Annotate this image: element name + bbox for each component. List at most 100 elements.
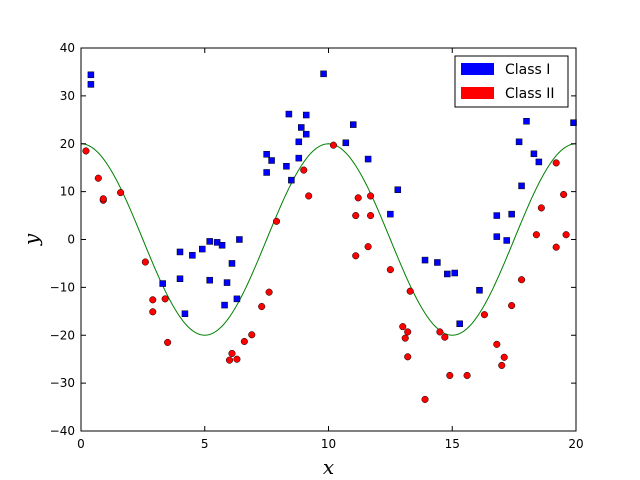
y-tick-label: 20 bbox=[60, 137, 75, 151]
class-ii-point bbox=[265, 288, 273, 296]
class-ii-point bbox=[508, 302, 516, 310]
class-i-point bbox=[444, 270, 451, 278]
class-ii-point bbox=[562, 231, 570, 239]
y-tick-label: −30 bbox=[50, 376, 75, 390]
class-ii-point bbox=[329, 141, 338, 149]
class-i-point bbox=[456, 320, 463, 328]
ticks-layer: 0 5 10 15 20 −40 −30 −20 −10 0 10 20 30 40 bbox=[50, 41, 584, 451]
class-ii-point bbox=[141, 258, 149, 266]
class-i-point bbox=[268, 157, 275, 164]
class-i-point bbox=[295, 138, 303, 146]
x-tick-label: 0 bbox=[77, 437, 85, 451]
class-ii-point bbox=[498, 361, 506, 369]
x-tick-label: 10 bbox=[321, 437, 336, 451]
legend-label: Class II bbox=[505, 86, 555, 102]
class-ii-point bbox=[354, 194, 362, 202]
class-i-point bbox=[493, 233, 501, 240]
series-1 bbox=[87, 70, 577, 328]
class-ii-point bbox=[161, 295, 169, 303]
class-ii-point bbox=[399, 323, 407, 331]
class-ii-point bbox=[149, 308, 157, 316]
class-i-point bbox=[570, 119, 577, 126]
y-tick-label: −40 bbox=[50, 424, 75, 438]
cosine-curve bbox=[81, 143, 576, 336]
class-i-point bbox=[221, 301, 228, 309]
legend-swatch bbox=[461, 63, 494, 75]
class-ii-point bbox=[552, 243, 560, 251]
class-i-point bbox=[503, 237, 510, 244]
class-i-point bbox=[87, 71, 95, 79]
class-i-point bbox=[206, 276, 213, 284]
class-i-point bbox=[298, 124, 305, 131]
legend: Class I Class II bbox=[454, 55, 569, 108]
class-ii-point bbox=[364, 243, 372, 251]
class-i-point bbox=[493, 212, 501, 219]
class-i-point bbox=[434, 259, 441, 266]
class-ii-point bbox=[228, 349, 236, 357]
class-ii-point bbox=[406, 287, 414, 295]
class-i-point bbox=[285, 110, 293, 118]
curve-layer bbox=[81, 143, 576, 336]
class-ii-point bbox=[272, 217, 281, 225]
class-i-point bbox=[421, 256, 429, 264]
class-ii-point bbox=[164, 338, 172, 346]
class-i-point bbox=[320, 70, 327, 78]
class-i-point bbox=[181, 310, 189, 317]
class-i-point bbox=[515, 138, 523, 146]
class-i-point bbox=[342, 139, 350, 147]
class-ii-point bbox=[300, 166, 308, 174]
y-axis-label: y bbox=[19, 233, 43, 246]
class-ii-point bbox=[305, 192, 313, 200]
class-i-point bbox=[288, 176, 295, 184]
class-i-point bbox=[87, 81, 95, 88]
y-tick-label: 10 bbox=[60, 185, 75, 199]
y-tick-label: −10 bbox=[50, 280, 75, 294]
y-tick-label: −20 bbox=[50, 328, 75, 342]
y-tick-label: 0 bbox=[67, 233, 75, 247]
class-ii-point bbox=[552, 159, 560, 167]
class-i-point bbox=[233, 295, 241, 303]
class-ii-point bbox=[117, 189, 125, 197]
class-ii-point bbox=[518, 276, 526, 284]
class-i-point bbox=[394, 186, 402, 193]
class-i-point bbox=[223, 279, 231, 286]
class-i-point bbox=[523, 117, 530, 125]
class-i-point bbox=[350, 121, 357, 128]
class-i-point bbox=[535, 158, 543, 166]
class-ii-point bbox=[441, 333, 449, 341]
class-ii-point bbox=[532, 231, 540, 239]
class-ii-point bbox=[367, 192, 375, 200]
class-i-point bbox=[159, 280, 166, 287]
class-i-point bbox=[387, 210, 394, 218]
x-axis-label: x bbox=[323, 455, 334, 479]
class-ii-point bbox=[560, 190, 568, 199]
class-i-point bbox=[476, 286, 483, 294]
class-ii-point bbox=[404, 328, 412, 336]
points-layer bbox=[82, 70, 577, 403]
series-2 bbox=[82, 141, 570, 403]
class-i-point bbox=[228, 260, 236, 267]
y-tick-label: 40 bbox=[60, 41, 75, 55]
class-ii-point bbox=[404, 353, 412, 361]
class-i-point bbox=[189, 252, 196, 259]
class-i-point bbox=[218, 241, 226, 249]
class-ii-point bbox=[352, 212, 360, 220]
class-ii-point bbox=[82, 147, 90, 155]
class-i-point bbox=[263, 169, 270, 176]
class-i-point bbox=[176, 275, 184, 283]
x-tick-label: 20 bbox=[568, 437, 583, 451]
class-ii-point bbox=[248, 331, 256, 339]
class-ii-point bbox=[421, 395, 429, 403]
class-i-point bbox=[295, 154, 303, 162]
class-ii-point bbox=[94, 174, 102, 182]
class-ii-point bbox=[537, 204, 545, 212]
class-ii-point bbox=[493, 340, 501, 348]
class-i-point bbox=[530, 150, 538, 158]
class-i-point bbox=[364, 155, 372, 163]
class-i-point bbox=[302, 111, 310, 119]
class-ii-point bbox=[436, 328, 444, 336]
class-ii-point bbox=[225, 356, 234, 364]
class-i-point bbox=[206, 238, 213, 245]
legend-label: Class I bbox=[505, 62, 550, 78]
